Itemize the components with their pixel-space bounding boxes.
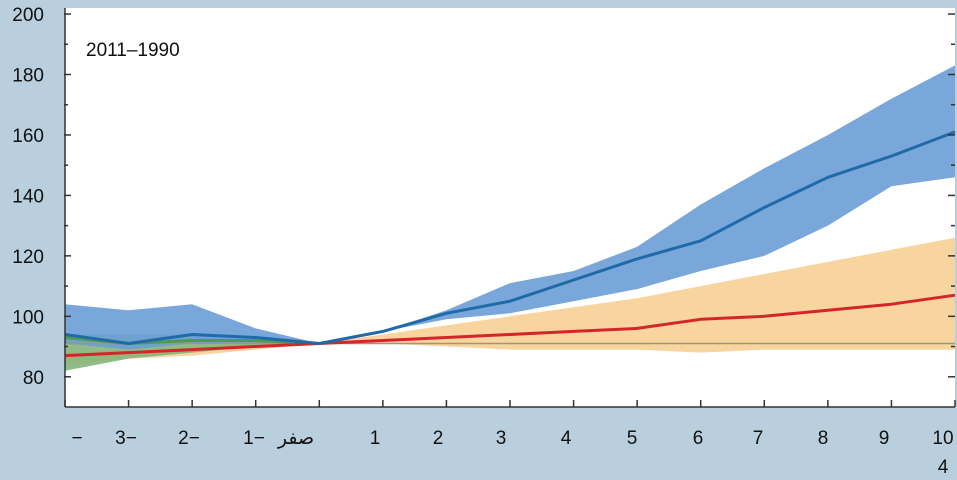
y-tick-label: 120 [12,247,44,268]
y-tick-label: 100 [12,307,44,328]
x-tick-label: 3 [496,428,507,449]
x-tick-label: 4 [561,428,572,449]
series-lines [64,130,956,358]
band-series-2 [65,237,955,365]
x-tick-label: صفر [277,428,314,449]
x-tick-label: 5 [627,428,638,449]
x-tick-label: 7 [753,428,764,449]
x-tick-label: − [71,428,82,449]
x-tick-label: 8 [818,428,829,449]
y-tick-label: 160 [12,126,44,147]
x-tick-label: 1 [370,428,381,449]
x-tick-label: 10 [932,428,953,449]
period-annotation: 2011–1990 [86,40,180,61]
x-tick-label: 2 [433,428,444,449]
y-tick-label: 200 [12,5,44,26]
x-tick-label: 6 [693,428,704,449]
x-extra-label: 4 [938,457,949,478]
series-line-1 [64,130,956,345]
axes: 80 100 120 140 160 180 200 − 3− 2− 1− صفر 1 2 3 4 5 6 7 8 9 1… [12,5,956,478]
x-tick-label: 1− [243,428,265,449]
x-tick-label: 9 [879,428,890,449]
x-tick-label: 3− [115,428,137,449]
band-series-1 [65,65,955,350]
x-tick-label: 2− [178,428,200,449]
y-tick-label: 140 [12,186,44,207]
y-tick-label: 180 [12,66,44,87]
series-line-2 [64,293,956,358]
y-tick-label: 80 [23,368,44,389]
